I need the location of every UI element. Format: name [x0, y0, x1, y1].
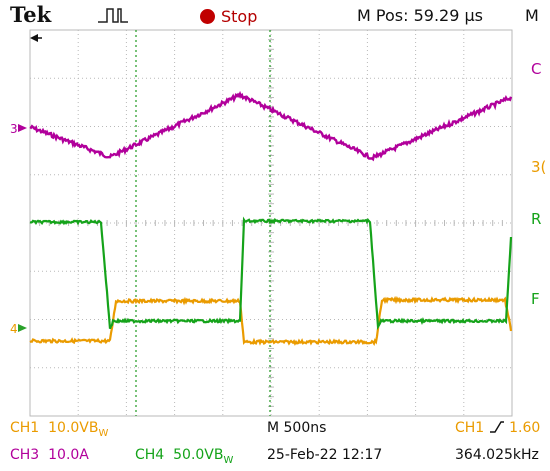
date-time: 25-Feb-22 12:17 — [267, 447, 383, 463]
ch1-status: CH1 10.0VBW — [10, 420, 109, 439]
trigger-position-icon — [30, 34, 38, 42]
stop-icon — [200, 8, 215, 24]
menu-edge-letter: M — [525, 6, 539, 25]
m-pos-label: M Pos: — [357, 6, 409, 25]
header-bar: Tek Stop M Pos: 59.29 μs M — [0, 0, 550, 30]
trigger-rising-edge-icon — [489, 421, 504, 433]
ch3-trace — [29, 295, 513, 346]
status-bar: CH1 10.0VBW M 500ns CH1 1.60 CH3 10.0A C… — [0, 418, 550, 471]
brand-logo: Tek — [10, 2, 52, 27]
scope-display: 3 4 — [10, 29, 513, 417]
svg-text:4: 4 — [10, 322, 18, 336]
timebase-readout: M 500ns — [267, 420, 327, 436]
ch3-ground-marker: 4 — [10, 322, 27, 336]
acquisition-state-button[interactable]: Stop — [200, 5, 257, 27]
graticule — [29, 29, 513, 417]
ch3-status: CH3 10.0A — [10, 447, 89, 463]
ch4-status: CH4 50.0VBW — [135, 447, 234, 466]
ch4-side-label-f: F — [531, 290, 540, 308]
ch1-side-label: C — [531, 60, 542, 78]
svg-text:3: 3 — [10, 122, 18, 136]
ch4-side-label-r: R — [531, 210, 542, 228]
m-pos-value: 59.29 μs — [413, 6, 483, 25]
ch3-side-label: 3( — [531, 158, 547, 176]
ch1-ground-marker: 3 — [10, 122, 27, 136]
frequency-readout: 364.025kHz — [455, 447, 539, 463]
m-pos-readout: M Pos: 59.29 μs — [357, 6, 483, 25]
ch4-trace — [29, 216, 513, 331]
ch1-trace — [29, 90, 513, 162]
acquisition-state-label: Stop — [221, 6, 258, 26]
trigger-readout: CH1 1.60 — [455, 420, 541, 436]
time-cursors[interactable] — [135, 30, 271, 416]
trigger-pulse-icon — [98, 8, 128, 23]
